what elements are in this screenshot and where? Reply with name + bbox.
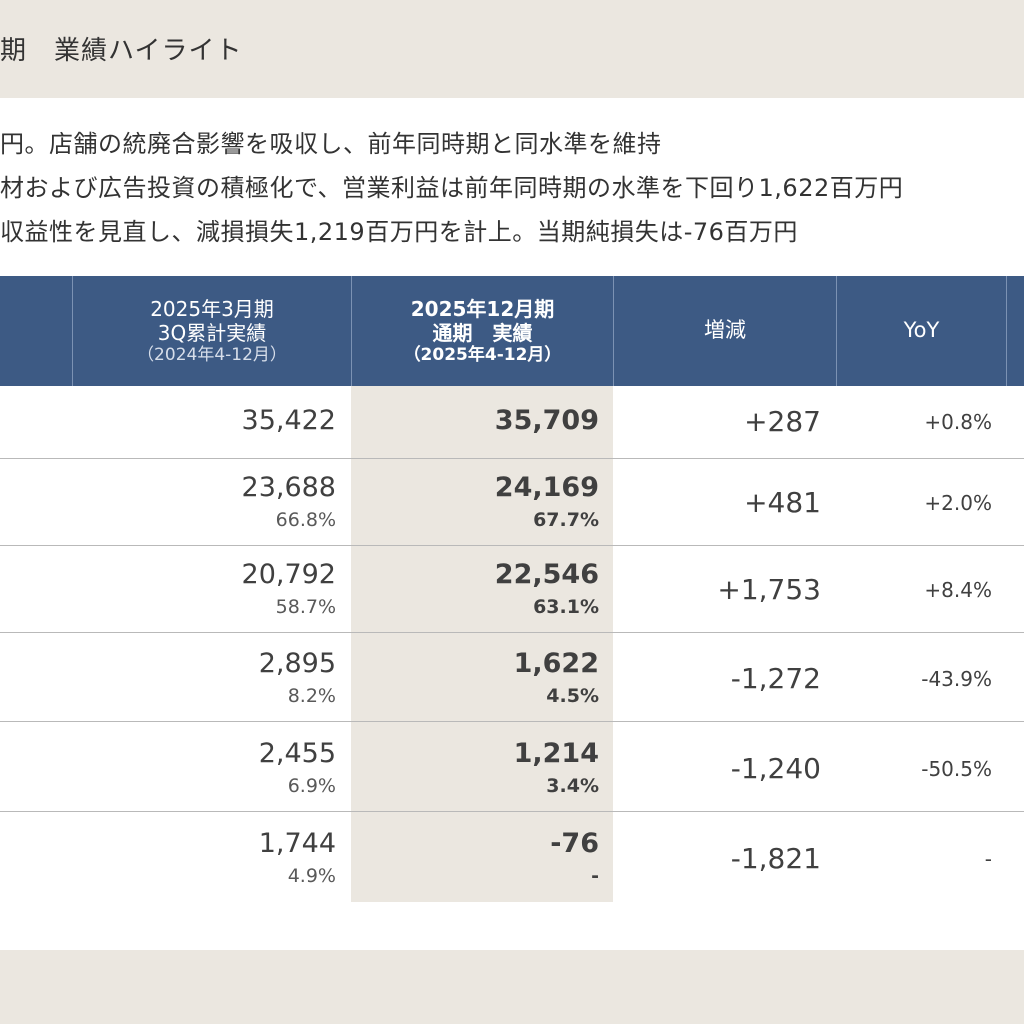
row-divider bbox=[0, 811, 1024, 812]
prior-value: 2,895 bbox=[258, 648, 336, 679]
current-value: 1,214 bbox=[513, 738, 599, 769]
diff-value: +481 bbox=[744, 486, 821, 519]
current-ratio: 63.1% bbox=[533, 596, 599, 618]
prior-ratio: 58.7% bbox=[275, 596, 336, 618]
prior-value: 20,792 bbox=[241, 559, 336, 590]
row-divider bbox=[0, 545, 1024, 546]
column-header-prior-label: 3Q累計実績 bbox=[157, 320, 267, 345]
prior-ratio: 6.9% bbox=[287, 775, 336, 797]
summary-line-net-loss: 収益性を見直し、減損損失1,219百万円を計上。当期純損失は-76百万円 bbox=[0, 218, 798, 246]
diff-value: +1,753 bbox=[717, 573, 821, 606]
row-divider bbox=[0, 458, 1024, 459]
prior-value: 2,455 bbox=[258, 738, 336, 769]
current-value: 24,169 bbox=[494, 472, 599, 503]
prior-ratio: 8.2% bbox=[287, 685, 336, 707]
header-divider bbox=[836, 276, 837, 386]
diff-value: +287 bbox=[744, 405, 821, 438]
header-divider bbox=[613, 276, 614, 386]
header-divider bbox=[1006, 276, 1007, 386]
row-divider bbox=[0, 721, 1024, 722]
table-header bbox=[0, 276, 1024, 386]
diff-value: -1,240 bbox=[730, 752, 821, 785]
column-header-diff-label: 増減 bbox=[704, 318, 746, 343]
current-ratio: 4.5% bbox=[546, 685, 599, 707]
diff-value: -1,272 bbox=[730, 662, 821, 695]
summary-line-operating-profit: 材および広告投資の積極化で、営業利益は前年同時期の水準を下回り1,622百万円 bbox=[0, 174, 904, 202]
page-title: 期 業績ハイライト bbox=[0, 36, 243, 66]
yoy-value: +0.8% bbox=[924, 410, 992, 434]
yoy-value: +8.4% bbox=[924, 578, 992, 602]
prior-value: 35,422 bbox=[241, 405, 336, 436]
prior-value: 1,744 bbox=[258, 828, 336, 859]
header-divider bbox=[351, 276, 352, 386]
column-header-current-period: 2025年12月期 bbox=[410, 296, 555, 321]
yoy-value: -43.9% bbox=[921, 667, 992, 691]
yoy-value: -50.5% bbox=[921, 757, 992, 781]
column-header-diff: 増減 bbox=[614, 276, 836, 386]
prior-value: 23,688 bbox=[241, 472, 336, 503]
prior-ratio: 4.9% bbox=[287, 865, 336, 887]
column-header-yoy: YoY bbox=[837, 276, 1006, 386]
current-value: 35,709 bbox=[494, 405, 599, 436]
summary-line-revenue: 円。店舗の統廃合影響を吸収し、前年同時期と同水準を維持 bbox=[0, 130, 662, 158]
current-value: -76 bbox=[550, 828, 599, 859]
prior-ratio: 66.8% bbox=[275, 509, 336, 531]
current-value: 22,546 bbox=[494, 559, 599, 590]
header-divider bbox=[72, 276, 73, 386]
column-header-prior-period: 2025年3月期 bbox=[150, 296, 274, 321]
footer-band bbox=[0, 950, 1024, 1024]
column-header-current-label: 通期 実績 bbox=[432, 320, 533, 345]
column-header-prior: 2025年3月期 3Q累計実績 （2024年4-12月） bbox=[73, 276, 351, 386]
header-band bbox=[0, 0, 1024, 98]
current-period-highlight bbox=[351, 386, 613, 902]
column-header-prior-range: （2024年4-12月） bbox=[137, 344, 287, 365]
current-ratio: 67.7% bbox=[533, 509, 599, 531]
column-header-current: 2025年12月期 通期 実績 （2025年4-12月） bbox=[352, 276, 613, 386]
yoy-value: - bbox=[984, 847, 992, 871]
column-header-current-range: （2025年4-12月） bbox=[403, 344, 562, 365]
current-value: 1,622 bbox=[513, 648, 599, 679]
current-ratio: - bbox=[591, 865, 599, 887]
current-ratio: 3.4% bbox=[546, 775, 599, 797]
yoy-value: +2.0% bbox=[924, 491, 992, 515]
column-header-yoy-label: YoY bbox=[903, 318, 940, 343]
row-divider bbox=[0, 632, 1024, 633]
diff-value: -1,821 bbox=[730, 842, 821, 875]
